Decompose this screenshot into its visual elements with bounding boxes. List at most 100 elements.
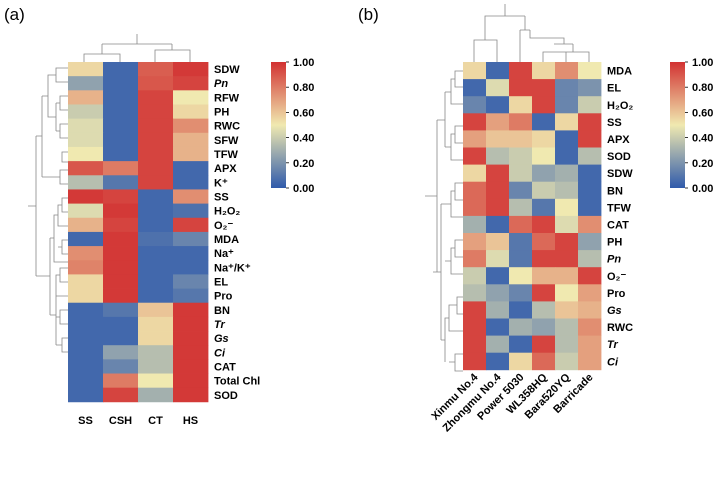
heatmap-cell-a-r0-c0: [68, 62, 104, 77]
heatmap-cell-a-r0-c3: [173, 62, 209, 77]
row-label-a-9: SS: [214, 192, 229, 204]
heatmap-cell-b-r15-c2: [509, 318, 533, 336]
heatmap-cell-a-r11-c3: [173, 217, 209, 233]
heatmap-cell-b-r1-c3: [532, 79, 556, 97]
heatmap-cell-a-r19-c2: [138, 331, 174, 346]
heatmap-cell-b-r4-c4: [555, 130, 579, 148]
row-label-b-3: SS: [607, 117, 622, 129]
column-label-a-1: CSH: [109, 415, 132, 427]
heatmap-cell-b-r0-c3: [532, 62, 556, 80]
heatmap-cell-a-r18-c0: [68, 316, 104, 332]
heatmap-cell-a-r23-c3: [173, 387, 209, 403]
row-label-b-11: Pn: [607, 254, 621, 266]
colorbar-tick-label-a-4: 0.20: [293, 158, 314, 170]
row-label-a-4: RWC: [214, 121, 240, 133]
column-label-a-2: CT: [148, 415, 163, 427]
heatmap-cell-a-r9-c3: [173, 189, 209, 204]
heatmap-cell-a-r17-c2: [138, 302, 174, 318]
heatmap-cell-b-r17-c0: [463, 352, 487, 371]
heatmap-cell-a-r3-c3: [173, 104, 209, 120]
heatmap-cell-a-r6-c3: [173, 146, 209, 162]
heatmap-cell-b-r4-c5: [578, 130, 602, 148]
heatmap-cell-a-r0-c2: [138, 62, 174, 77]
heatmap-cell-b-r1-c4: [555, 79, 579, 97]
heatmap-cell-a-r11-c0: [68, 217, 104, 233]
colorbar-tick-label-b-3: 0.40: [692, 133, 713, 145]
heatmap-cell-a-r4-c2: [138, 118, 174, 134]
heatmap-cells-b: [463, 62, 602, 371]
heatmap-cell-a-r1-c0: [68, 76, 104, 91]
heatmap-cell-b-r4-c3: [532, 130, 556, 148]
heatmap-cell-b-r14-c4: [555, 301, 579, 319]
heatmap-cell-a-r22-c1: [103, 373, 139, 389]
heatmap-cell-b-r6-c1: [486, 164, 510, 183]
row-label-b-13: Pro: [607, 288, 626, 300]
heatmap-cell-b-r4-c1: [486, 130, 510, 148]
heatmap-cell-a-r10-c1: [103, 203, 139, 219]
heatmap-cell-a-r8-c1: [103, 175, 139, 190]
column-dendrogram-b: [473, 4, 590, 62]
heatmap-cell-b-r9-c5: [578, 215, 602, 234]
heatmap-cell-a-r2-c2: [138, 90, 174, 105]
heatmap-cell-b-r8-c5: [578, 198, 602, 217]
heatmap-cell-b-r2-c0: [463, 96, 487, 114]
heatmap-cell-b-r7-c3: [532, 181, 556, 200]
heatmap-cell-b-r0-c0: [463, 62, 487, 80]
heatmap-cell-b-r4-c2: [509, 130, 533, 148]
heatmap-cell-a-r15-c1: [103, 274, 139, 289]
heatmap-cell-b-r12-c3: [532, 267, 556, 285]
heatmap-cell-a-r22-c3: [173, 373, 209, 389]
heatmap-cell-b-r12-c4: [555, 267, 579, 285]
heatmap-cell-a-r13-c0: [68, 246, 104, 261]
heatmap-cell-a-r13-c1: [103, 246, 139, 261]
heatmap-cell-a-r15-c2: [138, 274, 174, 289]
heatmap-cell-b-r16-c1: [486, 335, 510, 354]
heatmap-cell-a-r6-c2: [138, 146, 174, 162]
row-label-a-21: CAT: [214, 361, 236, 373]
heatmap-cell-b-r13-c4: [555, 284, 579, 302]
row-label-a-5: SFW: [214, 135, 239, 147]
heatmap-cell-b-r3-c3: [532, 113, 556, 131]
row-label-a-20: Ci: [214, 347, 226, 359]
heatmap-cell-a-r18-c3: [173, 316, 209, 332]
colorbar-tick-label-b-2: 0.60: [692, 107, 713, 119]
heatmap-cell-b-r13-c0: [463, 284, 487, 302]
colorbar-b: 1.00 0.80 0.60 0.40 0.20 0.00: [670, 57, 713, 195]
heatmap-cell-a-r5-c0: [68, 132, 104, 148]
colorbar-tick-label-a-0: 1.00: [293, 57, 314, 69]
row-label-a-2: RFW: [214, 92, 240, 104]
heatmap-cell-a-r23-c1: [103, 387, 139, 403]
heatmap-cell-b-r10-c4: [555, 233, 579, 251]
heatmap-cell-b-r1-c0: [463, 79, 487, 97]
panel-label-b: (b): [358, 5, 379, 24]
row-dendrogram-a: [28, 67, 68, 353]
heatmap-cell-a-r23-c2: [138, 387, 174, 403]
heatmap-cell-a-r20-c3: [173, 345, 209, 360]
heatmap-cell-b-r13-c2: [509, 284, 533, 302]
heatmap-cell-b-r12-c0: [463, 267, 487, 285]
heatmap-cell-b-r15-c4: [555, 318, 579, 336]
heatmap-cell-a-r21-c3: [173, 359, 209, 374]
heatmap-cell-b-r10-c2: [509, 233, 533, 251]
heatmap-cell-a-r10-c3: [173, 203, 209, 219]
heatmap-cell-b-r7-c2: [509, 181, 533, 200]
heatmap-cell-b-r11-c0: [463, 250, 487, 268]
colorbar-tick-label-b-4: 0.20: [692, 158, 713, 170]
column-dendrogram-a: [83, 34, 191, 62]
heatmap-cell-a-r7-c1: [103, 161, 139, 176]
row-label-a-7: APX: [214, 163, 237, 175]
heatmap-cell-b-r6-c3: [532, 164, 556, 183]
row-label-b-12: O₂⁻: [607, 271, 626, 283]
colorbar-tick-label-a-1: 0.80: [293, 82, 314, 94]
heatmap-cell-a-r5-c2: [138, 132, 174, 148]
heatmap-cell-b-r0-c1: [486, 62, 510, 80]
heatmap-cell-a-r5-c1: [103, 132, 139, 148]
heatmap-cell-b-r5-c4: [555, 147, 579, 165]
row-label-b-10: PH: [607, 237, 622, 249]
colorbar-a: 1.00 0.80 0.60 0.40 0.20 0.00: [271, 57, 314, 195]
heatmap-cell-b-r3-c1: [486, 113, 510, 131]
heatmap-cell-b-r14-c1: [486, 301, 510, 319]
heatmap-cell-b-r16-c3: [532, 335, 556, 354]
heatmap-cell-b-r2-c4: [555, 96, 579, 114]
